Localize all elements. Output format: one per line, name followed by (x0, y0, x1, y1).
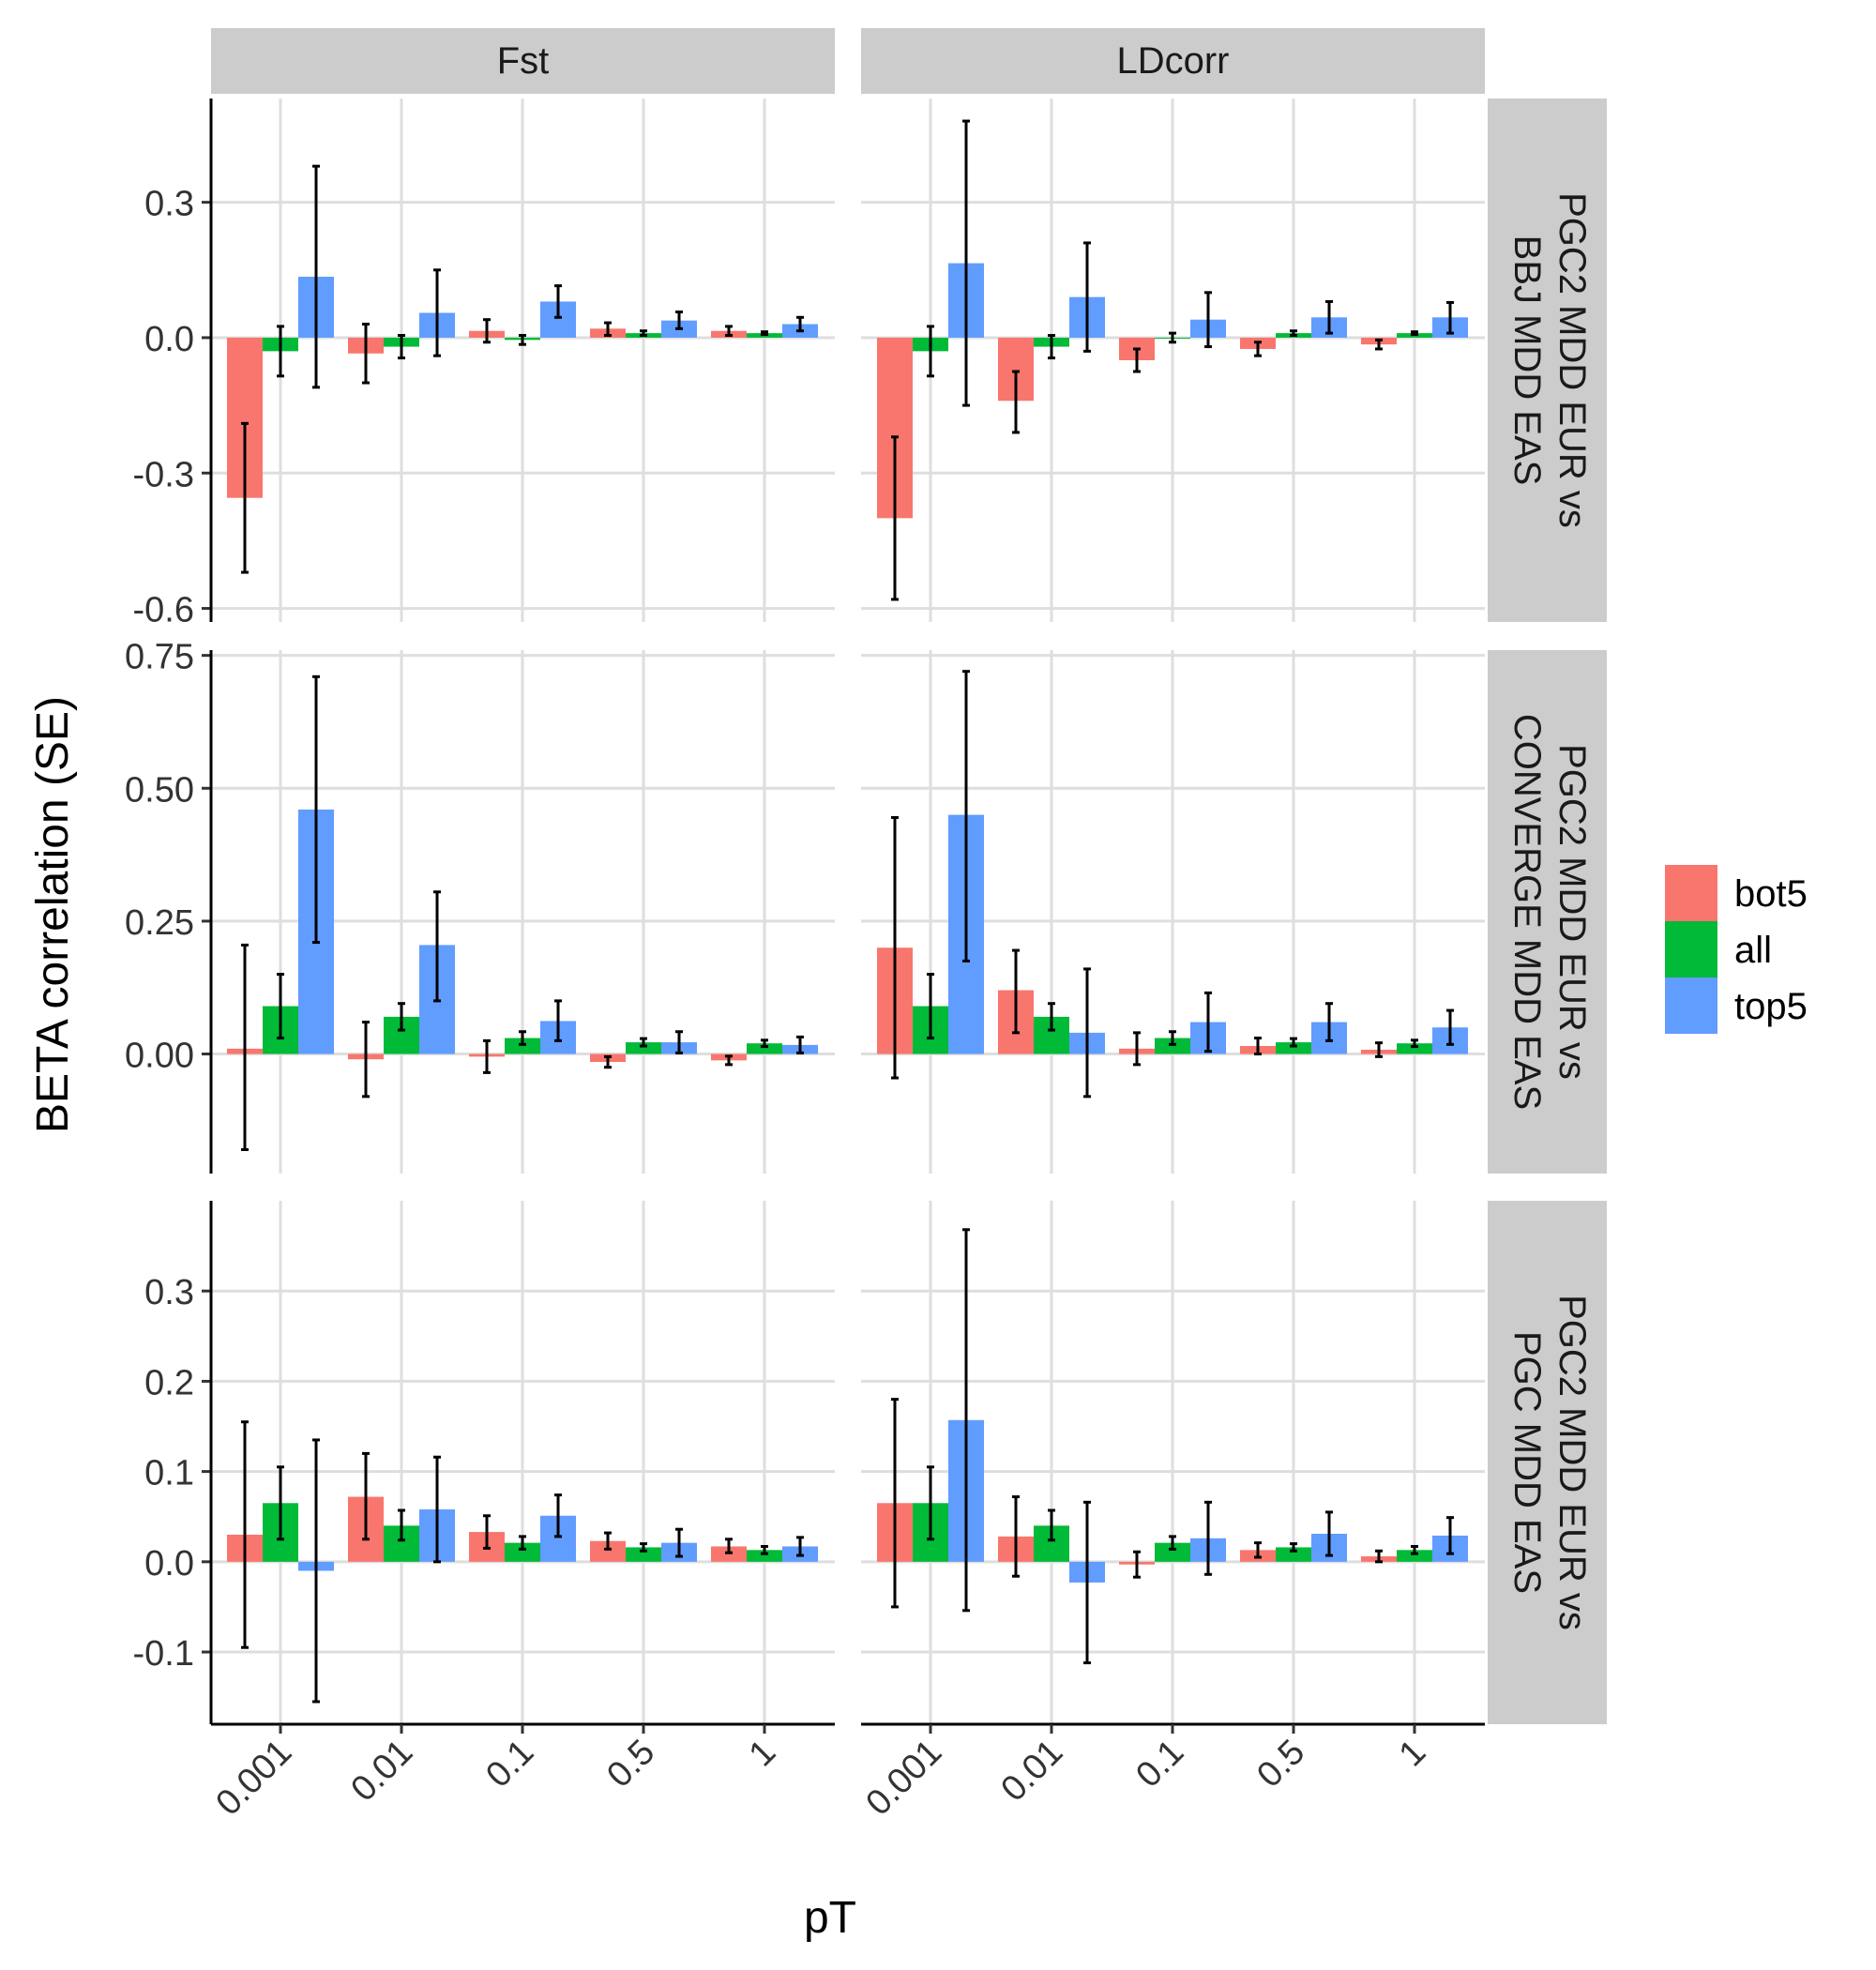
bar-all (747, 1043, 782, 1054)
legend-swatch-bot5 (1665, 865, 1717, 921)
y-axis-title: BETA correlation (SE) (28, 696, 78, 1133)
bar-all (1276, 1042, 1311, 1054)
x-tick-label: 1 (1392, 1733, 1434, 1775)
y-tick-label: 0.0 (144, 1544, 194, 1584)
x-tick-label: 0.5 (599, 1733, 662, 1796)
y-tick-label: 0.3 (144, 1273, 194, 1312)
facet-strip-ldcorr (861, 28, 1485, 94)
facet-strip-row-1 (1488, 98, 1607, 622)
y-tick-label: 0.25 (125, 903, 194, 943)
bar-all (747, 1550, 782, 1562)
facet-strip-label: LDcorr (1116, 40, 1229, 82)
bar-all (626, 1547, 661, 1562)
facet-strip-row-3 (1488, 1201, 1607, 1724)
legend-swatch-all (1665, 921, 1717, 977)
facet-strip-row-label: PGC2 MDD EUR vs (1551, 192, 1593, 528)
y-tick-label: 0.3 (144, 185, 194, 224)
bar-all (1397, 1550, 1432, 1562)
facet-strip-fst (211, 28, 835, 94)
bar-all (626, 1042, 661, 1054)
facet-strip-row-label: PGC2 MDD EUR vs (1551, 744, 1593, 1080)
x-tick-label: 1 (742, 1733, 784, 1775)
bar-all (1155, 1542, 1190, 1562)
bar-all (1397, 1043, 1432, 1054)
legend-label: bot5 (1734, 873, 1808, 915)
bar-all (505, 1038, 540, 1054)
x-axis-title: pT (804, 1893, 856, 1943)
facet-strip-label: Fst (497, 40, 550, 82)
y-tick-label: 0.00 (125, 1037, 194, 1076)
bar-all (505, 1542, 540, 1562)
y-tick-label: 0.2 (144, 1363, 194, 1402)
y-tick-label: 0.50 (125, 770, 194, 810)
y-tick-label: 0.1 (144, 1454, 194, 1493)
y-tick-label: -0.1 (133, 1634, 194, 1674)
y-tick-label: 0.0 (144, 320, 194, 359)
legend-label: top5 (1734, 986, 1808, 1027)
facet-strip-row-label: CONVERGE MDD EAS (1506, 714, 1548, 1110)
x-tick-label: 0.01 (343, 1733, 420, 1810)
facet-strip-row-label: BBJ MDD EAS (1506, 235, 1548, 486)
bar-all (1155, 1038, 1190, 1054)
x-tick-label: 0.01 (993, 1733, 1070, 1810)
x-tick-label: 0.1 (478, 1733, 541, 1796)
y-tick-label: -0.3 (133, 455, 194, 494)
bar-bot5 (590, 1540, 626, 1562)
x-tick-label: 0.001 (858, 1733, 949, 1824)
y-tick-label: 0.75 (125, 638, 194, 677)
x-tick-label: 0.001 (208, 1733, 299, 1824)
x-tick-label: 0.5 (1249, 1733, 1312, 1796)
facet-strip-row-label: PGC MDD EAS (1506, 1331, 1548, 1594)
bar-all (1276, 1547, 1311, 1562)
facet-strip-row-2 (1488, 650, 1607, 1174)
facet-strip-row-label: PGC2 MDD EUR vs (1551, 1295, 1593, 1630)
x-tick-label: 0.1 (1128, 1733, 1191, 1796)
legend-label: all (1734, 930, 1772, 971)
legend-swatch-top5 (1665, 977, 1717, 1034)
y-tick-label: -0.6 (133, 591, 194, 630)
